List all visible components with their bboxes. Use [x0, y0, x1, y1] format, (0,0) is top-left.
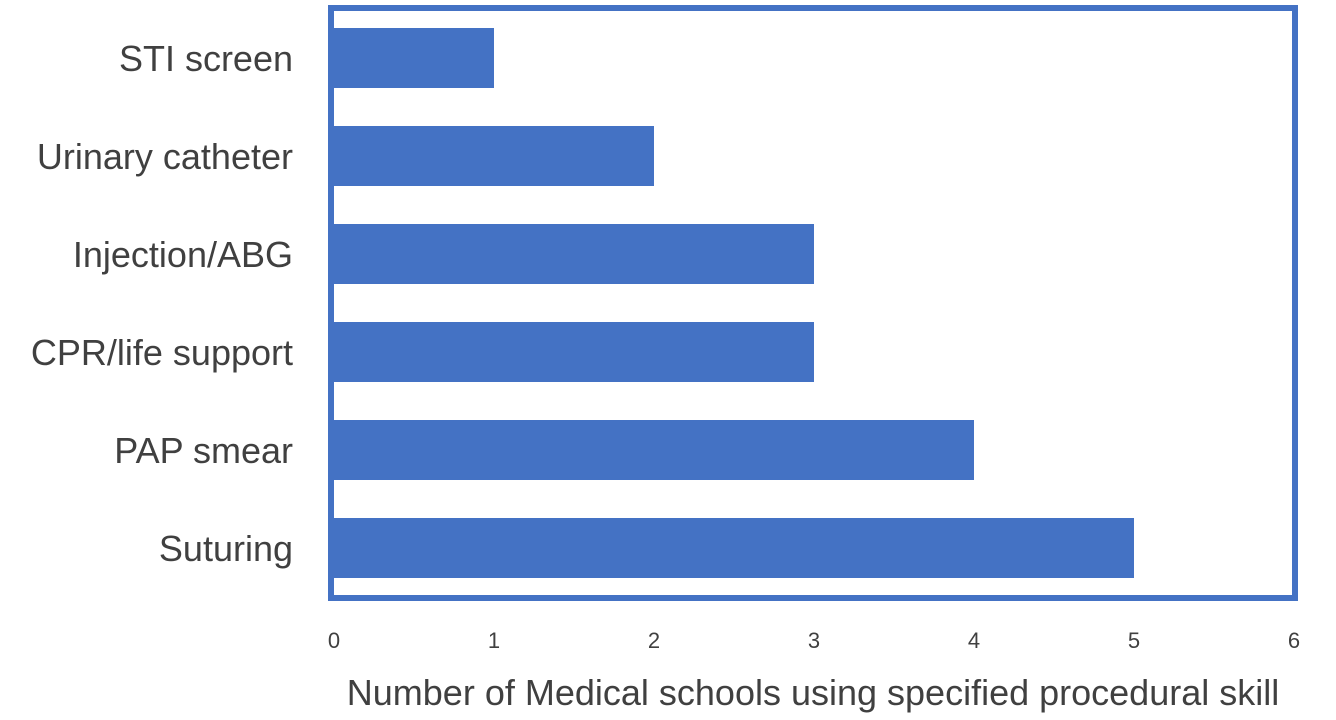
x-tick-label: 6 — [1288, 628, 1300, 653]
x-axis-ticks: 0 1 2 3 4 5 6 — [328, 628, 1300, 653]
x-tick-label: 2 — [648, 628, 660, 653]
x-tick-label: 0 — [328, 628, 340, 653]
x-tick-label: 5 — [1128, 628, 1140, 653]
bar — [334, 28, 494, 88]
bar — [334, 126, 654, 186]
category-label: Urinary catheter — [37, 136, 293, 177]
category-label: CPR/life support — [31, 332, 293, 373]
bar — [334, 518, 1134, 578]
bar — [334, 420, 974, 480]
plot-area-border — [328, 5, 1298, 601]
category-label: Injection/ABG — [73, 234, 293, 275]
x-tick-label: 4 — [968, 628, 980, 653]
x-axis-title: Number of Medical schools using specifie… — [347, 672, 1279, 713]
bar — [334, 322, 814, 382]
category-label: STI screen — [119, 38, 293, 79]
x-tick-label: 1 — [488, 628, 500, 653]
bars-layer — [334, 28, 1134, 578]
bar — [334, 224, 814, 284]
x-tick-label: 3 — [808, 628, 820, 653]
category-label: PAP smear — [114, 430, 293, 471]
category-labels: STI screen Urinary catheter Injection/ABG C… — [31, 38, 293, 569]
category-label: Suturing — [159, 528, 293, 569]
